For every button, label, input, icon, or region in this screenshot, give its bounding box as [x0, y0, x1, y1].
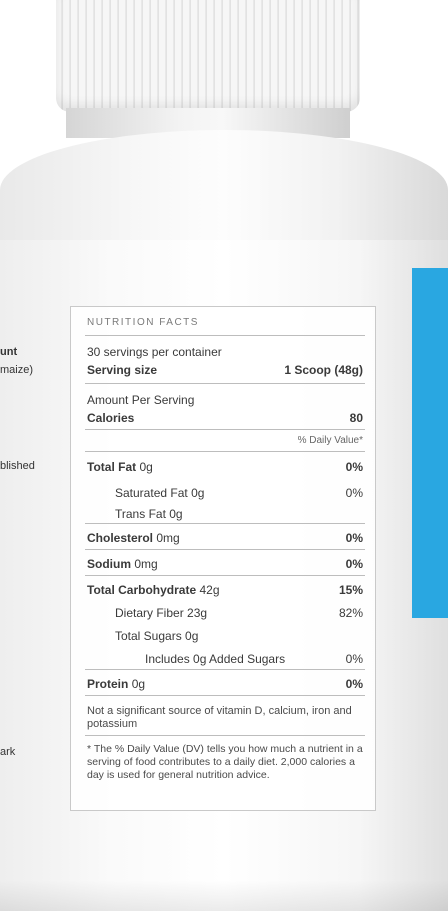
- nutrient-dv: 0%: [345, 531, 363, 545]
- nutrient-row: Sodium 0mg 0%: [87, 557, 363, 571]
- nutrient-label: Sodium: [87, 557, 131, 571]
- nutrient-dv: 15%: [338, 583, 363, 597]
- nutrient-label: Dietary Fiber: [115, 606, 184, 620]
- bottle-cap: [56, 0, 360, 112]
- nutrient-row: Saturated Fat 0g 0%: [115, 486, 363, 500]
- nutrient-dv: 0%: [345, 677, 363, 691]
- divider: [85, 735, 365, 736]
- nutrient-label: Trans Fat: [115, 507, 166, 521]
- nutrient-row: Total Sugars 0g: [115, 629, 363, 643]
- bottle-bottom-shadow: [0, 880, 448, 911]
- nutrient-dv: 0%: [345, 460, 363, 474]
- calories-label: Calories: [87, 411, 135, 425]
- calories-value: 80: [349, 411, 363, 425]
- nutrient-row: Total Carbohydrate 42g 15%: [87, 583, 363, 597]
- servings-per-container: 30 servings per container: [87, 345, 363, 359]
- divider: [85, 383, 365, 384]
- nutrient-amount: 0mg: [156, 531, 180, 545]
- divider: [85, 451, 365, 452]
- nutrient-row: Total Fat 0g 0%: [87, 460, 363, 474]
- nutrient-amount: 0g: [169, 507, 183, 521]
- amount-per-serving-label: Amount Per Serving: [87, 393, 195, 407]
- calories-row: Calories 80: [87, 411, 363, 425]
- serving-size-label: Serving size: [87, 363, 158, 377]
- side-label-text-3: blished: [0, 460, 35, 472]
- nutrient-label: Cholesterol: [87, 531, 154, 545]
- nutrient-amount: 0mg: [134, 557, 158, 571]
- nutrient-label: Includes 0g Added Sugars: [145, 652, 286, 666]
- divider: [85, 575, 365, 576]
- nutrient-dv: 0%: [345, 652, 363, 666]
- side-label-text-1: unt: [0, 346, 18, 358]
- amount-per-serving: Amount Per Serving: [87, 393, 363, 407]
- nutrient-dv: 0%: [345, 557, 363, 571]
- divider: [85, 549, 365, 550]
- divider: [85, 335, 365, 336]
- daily-value-footnote: * The % Daily Value (DV) tells you how m…: [87, 743, 363, 781]
- not-significant-note: Not a significant source of vitamin D, c…: [87, 705, 352, 730]
- nutrient-row: Trans Fat 0g: [115, 507, 363, 521]
- nutrient-amount: 0g: [191, 486, 205, 500]
- side-label-text-2: maize): [0, 364, 34, 376]
- divider: [85, 695, 365, 696]
- nutrient-row: Dietary Fiber 23g 82%: [115, 606, 363, 620]
- side-label-text-4: ark: [0, 746, 16, 758]
- nutrient-amount: 0g: [139, 460, 153, 474]
- label-accent-band: [412, 268, 448, 618]
- divider: [85, 429, 365, 430]
- nutrient-amount: 0g: [131, 677, 146, 691]
- nutrient-label: Total Sugars: [115, 629, 182, 643]
- nutrition-heading: NUTRITION FACTS: [87, 317, 199, 328]
- nutrient-dv: 82%: [338, 606, 363, 620]
- nutrient-label: Total Fat: [87, 460, 137, 474]
- nutrient-dv: 0%: [345, 486, 363, 500]
- daily-value-header-row: % Daily Value*: [87, 435, 363, 446]
- nutrient-amount: 23g: [187, 606, 208, 620]
- nutrient-label: Total Carbohydrate: [87, 583, 197, 597]
- serving-size-value: 1 Scoop (48g): [284, 363, 363, 377]
- nutrient-row: Cholesterol 0mg 0%: [87, 531, 363, 545]
- nutrient-amount: 0g: [185, 629, 199, 643]
- nutrient-row: Protein 0g 0%: [87, 677, 363, 691]
- nutrient-label: Saturated Fat: [115, 486, 188, 500]
- nutrient-amount: 42g: [199, 583, 220, 597]
- servings-text: 30 servings per container: [87, 345, 222, 359]
- nutrient-label: Protein: [87, 677, 129, 691]
- nutrient-row: Includes 0g Added Sugars 0%: [145, 652, 363, 666]
- divider: [85, 669, 365, 670]
- daily-value-header: % Daily Value*: [297, 435, 363, 446]
- serving-size-row: Serving size 1 Scoop (48g): [87, 363, 363, 377]
- divider: [85, 523, 365, 524]
- nutrition-facts-panel: NUTRITION FACTS 30 servings per containe…: [70, 306, 376, 811]
